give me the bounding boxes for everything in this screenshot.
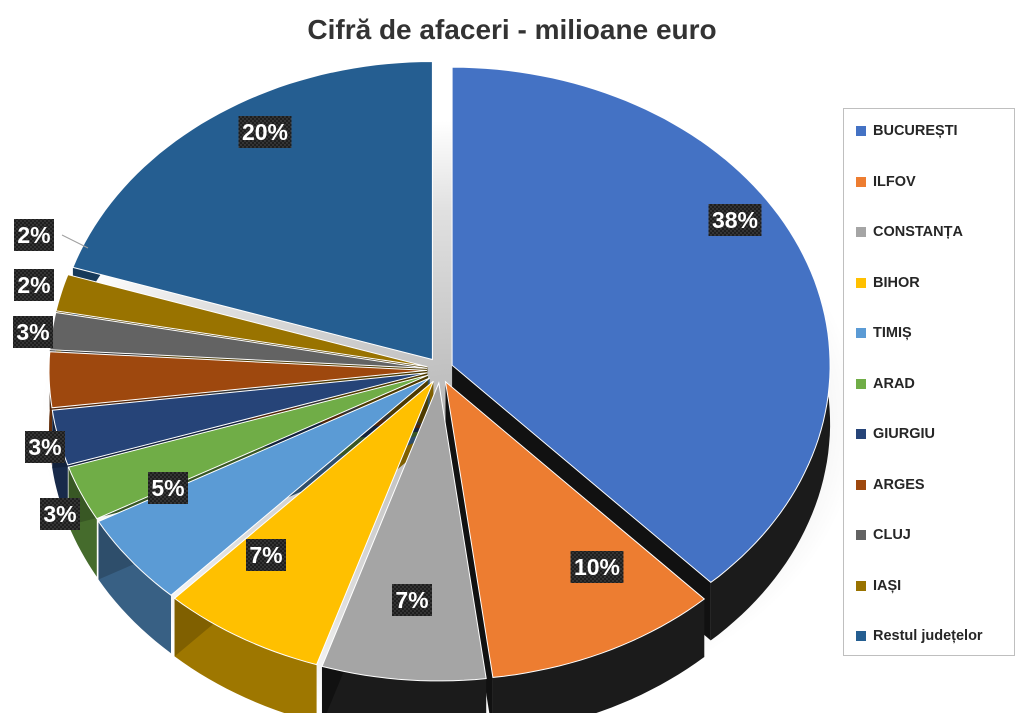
legend-item: ARAD (856, 374, 915, 394)
legend-label: IAȘI (873, 577, 902, 594)
data-label-box (14, 219, 54, 251)
legend-item: Restul județelor (856, 626, 983, 646)
legend-item: CONSTANȚA (856, 222, 963, 242)
legend-swatch (856, 227, 866, 237)
data-label-text: 7% (249, 542, 282, 568)
legend-swatch (856, 126, 866, 136)
legend-label: ARAD (873, 375, 915, 392)
data-label-box (25, 431, 65, 463)
data-label-5: 5% (148, 472, 188, 504)
legend-item: BIHOR (856, 273, 920, 293)
data-label-text: 5% (151, 475, 184, 501)
data-label-text: 3% (28, 434, 61, 460)
legend-label: TIMIȘ (873, 325, 912, 341)
data-label-text: 3% (16, 319, 49, 345)
legend-item: GIURGIU (856, 424, 935, 444)
data-label-text: 20% (242, 119, 288, 145)
data-label-10: 2% (14, 219, 54, 251)
data-label-text: 38% (712, 207, 758, 233)
slice-tops (48, 60, 831, 682)
legend-label: ILFOV (873, 173, 916, 190)
legend-label: BUCUREȘTI (873, 123, 958, 139)
legend-item: TIMIȘ (856, 323, 912, 343)
legend-swatch (856, 176, 866, 187)
legend-swatch (856, 328, 866, 338)
data-label-text: 3% (43, 501, 76, 527)
legend-item: IAȘI (856, 576, 901, 596)
legend-item: BUCUREȘTI (856, 121, 958, 141)
data-label-7: 3% (25, 431, 65, 463)
data-label-11: 20% (238, 116, 292, 148)
data-label-text: 2% (17, 222, 50, 248)
legend-swatch (856, 530, 866, 540)
data-label-box (13, 316, 53, 348)
legend-label: CONSTANȚA (873, 224, 963, 240)
data-label-9: 2% (14, 269, 54, 301)
legend-swatch (856, 429, 866, 439)
slice-side-4 (174, 598, 317, 713)
legend-swatch (856, 378, 866, 389)
leader-lines (61, 234, 89, 249)
data-label-3: 7% (392, 584, 432, 616)
data-label-box (392, 584, 432, 616)
data-label-6: 3% (40, 498, 80, 530)
chart-title: Cifră de afaceri - milioane euro (307, 14, 717, 45)
data-label-box (14, 269, 54, 301)
data-label-4: 7% (246, 539, 286, 571)
slice-10 (55, 274, 428, 368)
slice-wall-2 (445, 381, 493, 713)
legend-item: ILFOV (856, 172, 916, 192)
legend-label: BIHOR (873, 274, 920, 291)
data-label-box (246, 539, 286, 571)
slice-2 (444, 380, 706, 678)
slice-5 (97, 377, 431, 596)
data-label-8: 3% (13, 316, 53, 348)
slice-11 (72, 60, 433, 361)
slice-side-3 (322, 666, 487, 713)
data-label-2: 10% (570, 551, 624, 583)
leader-line-iasi (61, 234, 89, 249)
data-label-box (238, 116, 292, 148)
slice-3 (321, 381, 487, 682)
data-label-box (570, 551, 624, 583)
slice-side-2 (492, 599, 705, 713)
legend: BUCUREȘTI ILFOV CONSTANȚA BIHOR TIMIȘ ARAD GIU… (843, 108, 1015, 656)
legend-swatch (856, 580, 866, 591)
legend-item: CLUJ (856, 525, 911, 545)
legend-swatch (856, 277, 866, 288)
legend-swatch (856, 479, 866, 490)
legend-label: GIURGIU (873, 426, 936, 442)
legend-label: Restul județelor (873, 628, 983, 644)
slice-8 (48, 351, 428, 409)
legend-label: CLUJ (873, 527, 911, 543)
data-label-text: 7% (395, 587, 428, 613)
legend-item: ARGES (856, 475, 925, 495)
data-label-box (40, 498, 80, 530)
data-label-box (708, 204, 762, 236)
legend-swatch (856, 631, 866, 641)
data-label-text: 10% (574, 554, 620, 580)
data-label-text: 2% (17, 272, 50, 298)
data-label-box (148, 472, 188, 504)
slice-1 (451, 66, 831, 584)
legend-label: ARGES (873, 476, 925, 493)
data-labels: 38% 10% 7% 7% 5% 3% 3% 3% 2% 2% 20% (13, 116, 762, 616)
slice-4 (173, 380, 434, 666)
data-label-1: 38% (708, 204, 762, 236)
